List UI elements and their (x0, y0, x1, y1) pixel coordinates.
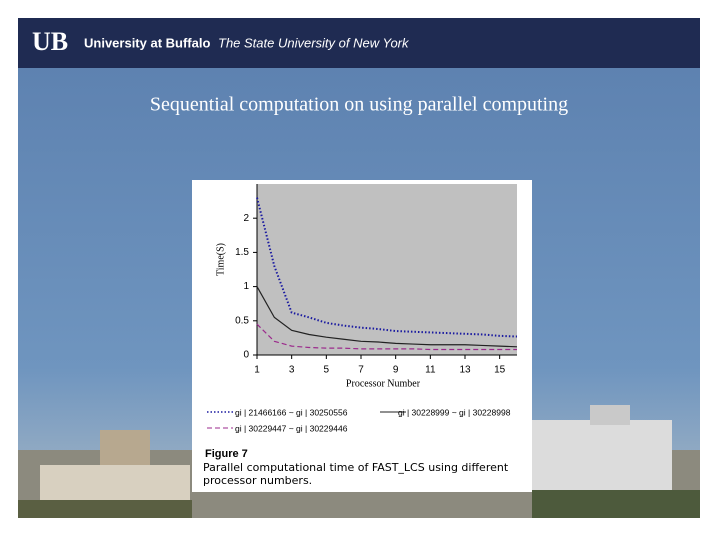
caption-box: Parallel computational time of FAST_LCS … (203, 461, 509, 487)
x-tick-label: 13 (459, 365, 471, 376)
y-axis-label: Time(S) (215, 243, 226, 276)
legend-label: gi | 30229447 ~ gi | 30229446 (235, 423, 348, 433)
x-tick-label: 1 (254, 365, 260, 376)
series-line (256, 286, 518, 348)
series-line (256, 197, 518, 338)
building (532, 420, 672, 490)
university-name: University at Buffalo (84, 35, 210, 50)
x-tick-label: 9 (393, 365, 399, 376)
x-tick-label: 11 (425, 365, 436, 376)
x-tick-label: 15 (494, 365, 506, 376)
slide-title: Sequential computation on using parallel… (150, 94, 568, 116)
y-tick-label: 1 (243, 281, 249, 292)
university-subtitle: The State University of New York (218, 35, 410, 50)
legend-label: gi | 30228999 ~ gi | 30228998 (398, 407, 511, 417)
building (590, 405, 630, 425)
x-tick-label: 5 (324, 365, 330, 376)
y-tick-label: 0.5 (235, 315, 249, 326)
logo: UB (32, 27, 68, 56)
header-bar (18, 18, 700, 68)
legend-label: gi | 21466166 ~ gi | 30250556 (235, 407, 348, 417)
x-tick-label: 3 (289, 365, 295, 376)
trees (532, 490, 700, 518)
x-tick-label: 7 (358, 365, 364, 376)
y-tick-label: 2 (243, 213, 249, 224)
y-tick-label: 1.5 (235, 247, 249, 258)
building (100, 430, 150, 470)
trees (18, 500, 192, 518)
building (40, 465, 190, 505)
caption-text: Parallel computational time of FAST_LCS … (203, 461, 509, 487)
campus-photo (18, 405, 700, 518)
caption-label: Figure 7 (205, 448, 248, 460)
series-line (256, 323, 517, 351)
y-tick-label: 0 (243, 350, 249, 361)
x-axis-label: Processor Number (346, 378, 421, 389)
plot-area (257, 184, 517, 355)
